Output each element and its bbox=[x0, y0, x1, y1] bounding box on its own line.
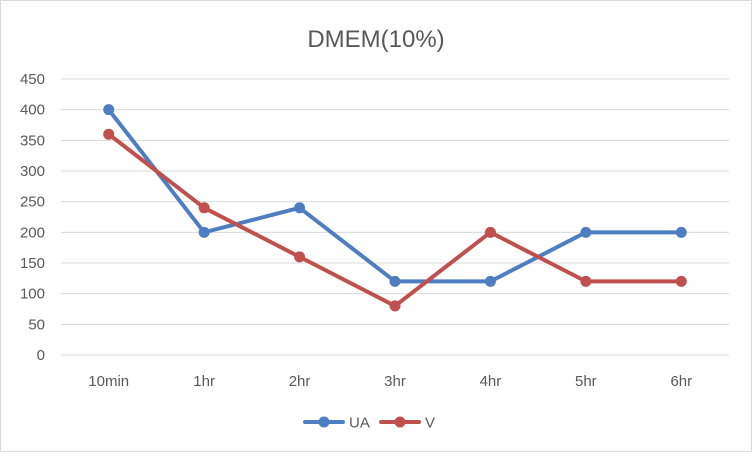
data-point-ua bbox=[103, 104, 115, 116]
legend-label: UA bbox=[349, 415, 370, 432]
y-axis-tick-labels: 0 50 100 150 200 250 300 350 400 450 bbox=[20, 71, 45, 364]
legend-item-v: V bbox=[379, 415, 435, 432]
data-point-ua bbox=[484, 275, 496, 287]
y-tick-label: 150 bbox=[20, 255, 45, 272]
legend-label: V bbox=[425, 415, 435, 432]
legend-swatch-marker bbox=[318, 416, 330, 428]
y-tick-label: 50 bbox=[28, 316, 45, 333]
y-tick-label: 400 bbox=[20, 102, 45, 119]
y-tick-label: 100 bbox=[20, 286, 45, 303]
legend-swatch-marker bbox=[394, 416, 406, 428]
x-tick-label: 5hr bbox=[575, 373, 597, 390]
series-lines bbox=[103, 104, 687, 312]
x-tick-label: 10min bbox=[88, 373, 129, 390]
y-tick-label: 300 bbox=[20, 163, 45, 180]
data-point-v bbox=[389, 300, 401, 312]
y-tick-label: 0 bbox=[37, 347, 45, 364]
data-point-ua bbox=[198, 226, 210, 238]
data-point-v bbox=[484, 226, 496, 238]
y-tick-label: 350 bbox=[20, 132, 45, 149]
series-line-ua bbox=[106, 107, 684, 284]
data-point-ua bbox=[294, 202, 306, 214]
y-tick-label: 450 bbox=[20, 71, 45, 88]
x-tick-label: 2hr bbox=[289, 373, 311, 390]
x-tick-label: 4hr bbox=[480, 373, 502, 390]
y-tick-label: 250 bbox=[20, 194, 45, 211]
data-point-v bbox=[198, 202, 210, 214]
y-tick-label: 200 bbox=[20, 224, 45, 241]
x-axis-tick-labels: 10min 1hr 2hr 3hr 4hr 5hr 6hr bbox=[88, 373, 692, 390]
data-point-v bbox=[580, 275, 592, 287]
data-point-v bbox=[675, 275, 687, 287]
x-tick-label: 6hr bbox=[670, 373, 692, 390]
x-tick-label: 1hr bbox=[193, 373, 215, 390]
legend: UA V bbox=[303, 415, 435, 432]
gridlines bbox=[61, 78, 729, 356]
data-point-v bbox=[294, 251, 306, 263]
data-point-v bbox=[103, 128, 115, 140]
x-tick-label: 3hr bbox=[384, 373, 406, 390]
chart-title: DMEM(10%) bbox=[307, 26, 444, 53]
legend-item-ua: UA bbox=[303, 415, 370, 432]
data-point-ua bbox=[580, 226, 592, 238]
data-point-ua bbox=[389, 275, 401, 287]
data-point-ua bbox=[675, 226, 687, 238]
